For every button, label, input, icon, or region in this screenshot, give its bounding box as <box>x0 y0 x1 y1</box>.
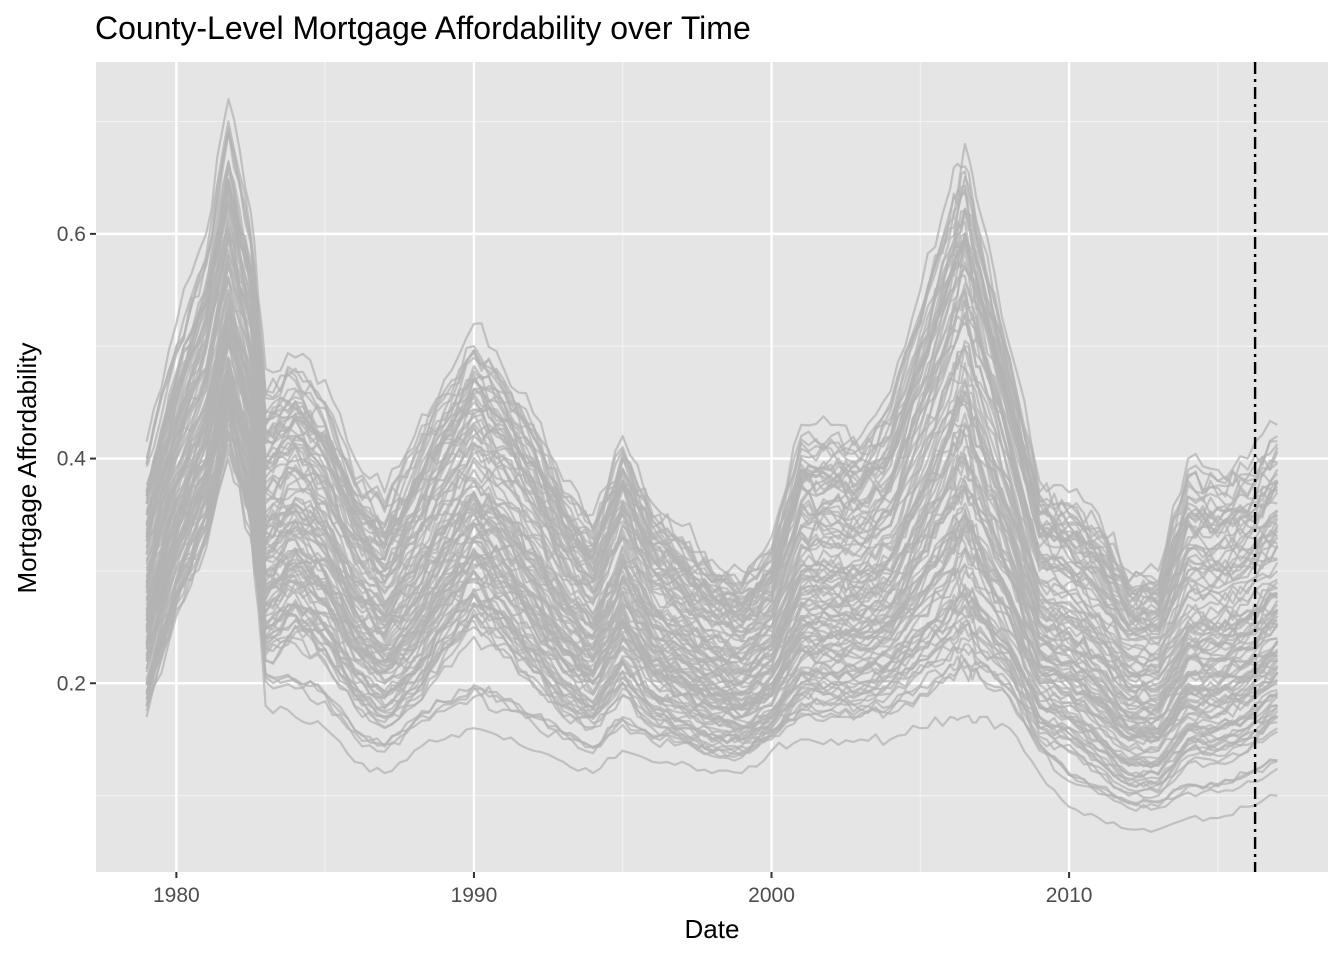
series-line <box>145 359 1279 722</box>
series-line <box>145 130 1279 597</box>
series-line <box>145 233 1278 622</box>
series-line <box>145 408 1278 760</box>
series-line <box>145 98 1278 578</box>
y-tick-label: 0.2 <box>57 672 86 695</box>
series-line <box>145 276 1279 661</box>
series-line <box>145 373 1278 735</box>
series-line <box>145 414 1279 768</box>
x-tick-label: 1980 <box>153 884 200 907</box>
series-line <box>145 413 1278 769</box>
chart-title: County-Level Mortgage Affordability over… <box>95 10 751 46</box>
x-tick-label: 2010 <box>1046 884 1093 907</box>
x-tick-label: 1990 <box>451 884 498 907</box>
series-line <box>145 227 1279 628</box>
series-line <box>145 181 1279 601</box>
series-line <box>145 179 1278 621</box>
series-line <box>145 224 1279 632</box>
series-line <box>145 390 1278 807</box>
x-axis-title: Date <box>685 914 740 944</box>
x-axis-ticks: 1980 1990 2000 2010 <box>153 872 1092 907</box>
series-line <box>145 318 1279 684</box>
y-tick-label: 0.6 <box>57 223 86 246</box>
y-axis-ticks: 0.2 0.4 0.6 <box>57 223 96 695</box>
series-line <box>145 390 1279 744</box>
series-line <box>145 375 1278 738</box>
series-line <box>145 412 1278 833</box>
series-lines <box>145 98 1279 833</box>
series-line <box>145 340 1278 714</box>
series-line <box>145 297 1278 663</box>
series-line <box>145 430 1278 795</box>
series-line <box>145 254 1279 631</box>
series-line <box>145 264 1279 646</box>
y-axis-title: Mortgage Affordability <box>12 343 42 594</box>
series-line <box>145 397 1278 754</box>
series-line <box>145 398 1279 812</box>
series-line <box>145 127 1278 593</box>
series-line <box>145 433 1278 786</box>
series-line <box>145 312 1278 677</box>
series-line <box>145 369 1279 733</box>
x-tick-label: 2000 <box>748 884 795 907</box>
series-line <box>145 429 1279 782</box>
series-line <box>145 325 1278 701</box>
y-tick-label: 0.4 <box>57 448 87 471</box>
series-line <box>145 385 1279 743</box>
series-line <box>145 316 1278 686</box>
